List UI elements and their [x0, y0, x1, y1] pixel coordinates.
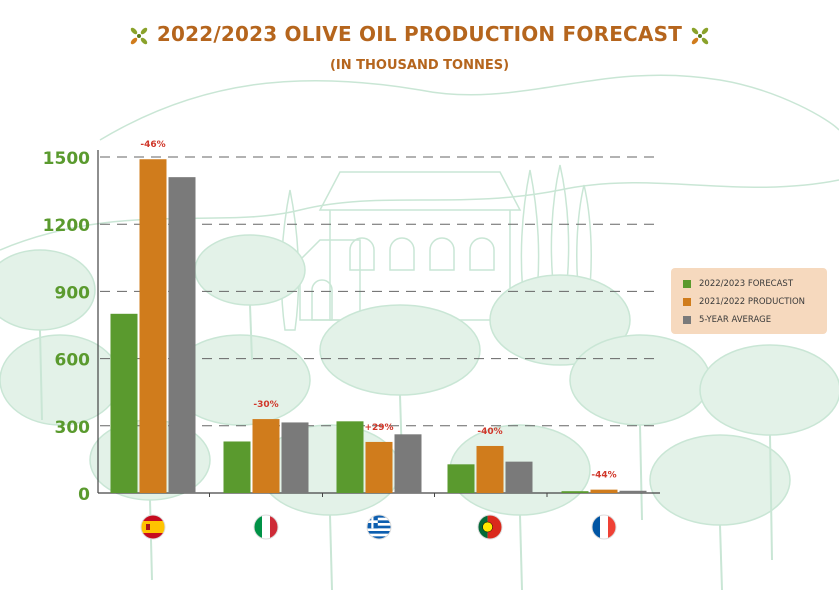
legend-item-average: 5-YEAR AVERAGE: [683, 313, 771, 327]
bar-average: [281, 422, 309, 493]
legend-label: 5-YEAR AVERAGE: [699, 315, 772, 325]
bar-average: [394, 434, 422, 493]
flag-outline: [253, 514, 279, 540]
portugal-flag-icon: [478, 515, 502, 539]
change-label: -44%: [591, 471, 616, 481]
spain-flag-icon: [141, 515, 165, 539]
flag-outline: [591, 514, 617, 540]
y-tick-label: 1500: [43, 149, 90, 169]
legend-swatch: [683, 298, 691, 306]
flag-outline: [477, 514, 503, 540]
chart-legend: 2022/2023 FORECAST 2021/2022 PRODUCTION …: [671, 268, 827, 334]
chart-title-row: 2022/2023 OLIVE OIL PRODUCTION FORECAST: [0, 22, 839, 48]
legend-swatch: [683, 280, 691, 288]
bar-production: [590, 489, 618, 493]
y-tick-label: 600: [55, 351, 91, 371]
change-label: +29%: [364, 423, 393, 433]
bar-production: [476, 445, 504, 493]
legend-label: 2022/2023 FORECAST: [699, 279, 794, 289]
chart-subtitle: (IN THOUSAND TONNES): [329, 58, 510, 73]
bar-forecast: [561, 491, 589, 493]
change-label: -40%: [477, 427, 502, 437]
greece-flag-icon: [367, 515, 391, 539]
bar-forecast: [447, 464, 475, 493]
bar-production: [252, 419, 280, 493]
change-label: -46%: [140, 140, 165, 150]
chart-title: 2022/2023 OLIVE OIL PRODUCTION FORECAST: [156, 22, 683, 46]
bar-average: [505, 461, 533, 493]
bar-production: [365, 441, 393, 493]
y-tick-label: 0: [78, 485, 90, 505]
olive-branch-icon: [691, 27, 709, 44]
france-flag-icon: [592, 515, 616, 539]
y-tick-label: 300: [55, 418, 91, 438]
bar-production: [139, 159, 167, 494]
bar-forecast: [336, 421, 364, 493]
bar-forecast: [110, 313, 138, 493]
legend-swatch: [683, 316, 691, 324]
flag-outline: [366, 514, 392, 540]
bar-average: [168, 177, 196, 493]
olive-branch-icon: [130, 27, 148, 44]
flag-outline: [140, 514, 166, 540]
legend-item-forecast: 2022/2023 FORECAST: [683, 277, 793, 291]
legend-label: 2021/2022 PRODUCTION: [699, 297, 806, 307]
y-tick-label: 1200: [43, 216, 90, 236]
legend-item-production: 2021/2022 PRODUCTION: [683, 295, 805, 309]
bar-average: [619, 490, 647, 493]
italy-flag-icon: [254, 515, 278, 539]
y-tick-label: 900: [55, 283, 91, 303]
bar-forecast: [223, 441, 251, 493]
change-label: -30%: [253, 400, 278, 410]
